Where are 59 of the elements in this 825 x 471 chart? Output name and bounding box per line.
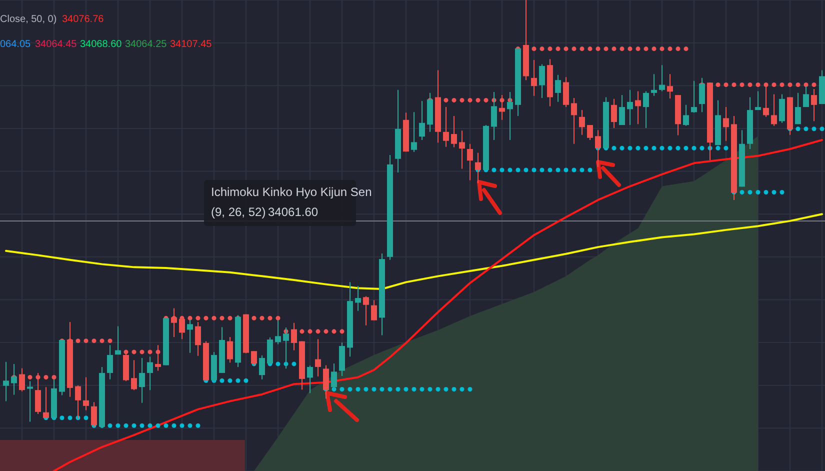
candlestick: [643, 90, 649, 129]
candlestick: [267, 336, 273, 364]
candlestick: [115, 326, 121, 356]
candlestick: [139, 357, 145, 404]
candlestick: [83, 376, 89, 411]
candlestick: [27, 380, 33, 422]
candlestick: [443, 106, 449, 148]
candlestick: [571, 98, 577, 144]
candlestick: [363, 296, 369, 326]
candlestick: [227, 336, 233, 364]
candlestick: [43, 386, 49, 419]
candlestick: [467, 143, 473, 181]
candlestick: [563, 76, 569, 108]
candlestick: [459, 130, 465, 170]
annotation: (9, 26, 52): [211, 205, 266, 219]
annotation: 34064.45: [35, 39, 78, 50]
candlestick: [587, 124, 593, 141]
candlestick: [667, 74, 673, 99]
candlestick: [795, 92, 801, 125]
candlestick: [147, 356, 153, 391]
candlestick: [555, 74, 561, 102]
candlestick: [131, 360, 137, 391]
annotation: 34061.60: [268, 205, 318, 219]
candlestick: [755, 90, 761, 111]
candlestick: [619, 94, 625, 126]
candlestick: [3, 361, 9, 402]
candlestick: [531, 59, 537, 96]
candlestick: [419, 100, 425, 141]
candlestick: [259, 354, 265, 380]
candlestick: [355, 286, 361, 312]
candlestick: [315, 338, 321, 377]
candlestick: [779, 94, 785, 124]
candlestick: [19, 368, 25, 392]
candlestick: [579, 110, 585, 136]
annotation: 34064.25: [125, 39, 168, 50]
annotation: Ichimoku Kinko Hyo Kijun Sen: [211, 185, 372, 199]
candlestick: [451, 116, 457, 148]
candlestick: [107, 344, 113, 380]
candlestick: [371, 300, 377, 321]
candlestick: [307, 365, 313, 394]
candlestick: [627, 89, 633, 126]
annotation: 34107.45: [170, 39, 212, 50]
candlestick: [811, 88, 817, 122]
candlestick: [651, 74, 657, 96]
annotation: 064.05: [0, 39, 32, 50]
candlestick: [635, 90, 641, 125]
annotation: 34068.60: [80, 39, 122, 50]
candlestick: [411, 112, 417, 153]
candlestick: [659, 64, 665, 92]
candlestick: [771, 94, 777, 126]
candlestick: [683, 104, 689, 126]
annotation: Close, 50, 0): [0, 14, 57, 25]
candlestick: [611, 98, 617, 129]
candlestick: [539, 64, 545, 99]
candlestick: [723, 106, 729, 142]
candlestick: [691, 80, 697, 114]
candlestick: [291, 322, 297, 351]
annotation: 34076.76: [62, 14, 104, 25]
candlestick: [75, 384, 81, 419]
